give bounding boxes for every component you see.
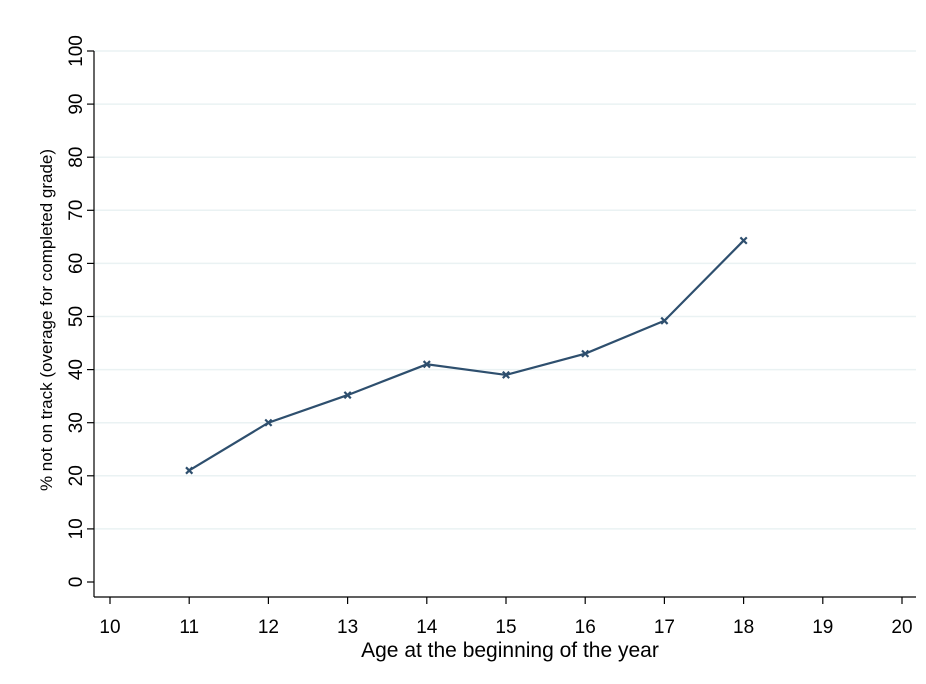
data-point-marker [264, 418, 273, 427]
x-tick-label: 11 [179, 617, 199, 638]
data-point-marker [185, 466, 194, 475]
x-tick-label: 13 [337, 617, 358, 638]
data-point [422, 360, 431, 369]
y-tick-label: 100 [66, 35, 87, 67]
x-tick-label: 17 [654, 617, 675, 638]
y-tick-label: 30 [66, 412, 87, 433]
series-line [188, 239, 745, 472]
data-point-marker [422, 360, 431, 369]
series [185, 236, 748, 475]
y-tick-label: 80 [66, 147, 87, 168]
x-tick-label: 14 [416, 617, 438, 638]
data-point [581, 349, 590, 358]
y-axis-title: % not on track (overage for completed gr… [37, 149, 56, 491]
y-tick-label: 20 [66, 465, 87, 486]
data-point [660, 316, 669, 325]
y-tick-label: 0 [66, 577, 87, 588]
y-tick-label: 90 [66, 94, 87, 115]
data-point [264, 418, 273, 427]
data-point-marker [660, 316, 669, 325]
data-point [502, 370, 510, 379]
data-point-marker [581, 349, 590, 358]
x-tick-label: 18 [733, 617, 754, 638]
y-tick-label: 10 [66, 518, 87, 539]
y-tick-label: 50 [66, 306, 87, 327]
data-point [185, 466, 194, 475]
x-tick-label: 10 [99, 617, 120, 638]
y-tick-label: 40 [66, 359, 87, 380]
data-point [739, 236, 748, 245]
x-tick-label: 20 [891, 617, 912, 638]
x-tick-label: 12 [258, 617, 279, 638]
x-axis-title: Age at the beginning of the year [361, 639, 659, 662]
data-point-marker [739, 236, 748, 245]
x-tick-label: 19 [812, 617, 833, 638]
axes: 0 10 20 30 40 50 60 70 80 90 100 10 11 12 13 14 15 16 17 18… [66, 35, 916, 638]
data-point-marker [502, 370, 510, 379]
y-tick-label: 70 [66, 200, 87, 221]
data-point [343, 391, 352, 400]
grid-lines [94, 50, 916, 530]
x-tick-label: 15 [495, 617, 516, 638]
y-tick-label: 60 [66, 253, 87, 274]
x-tick-label: 16 [575, 617, 596, 638]
data-point-marker [343, 391, 352, 400]
